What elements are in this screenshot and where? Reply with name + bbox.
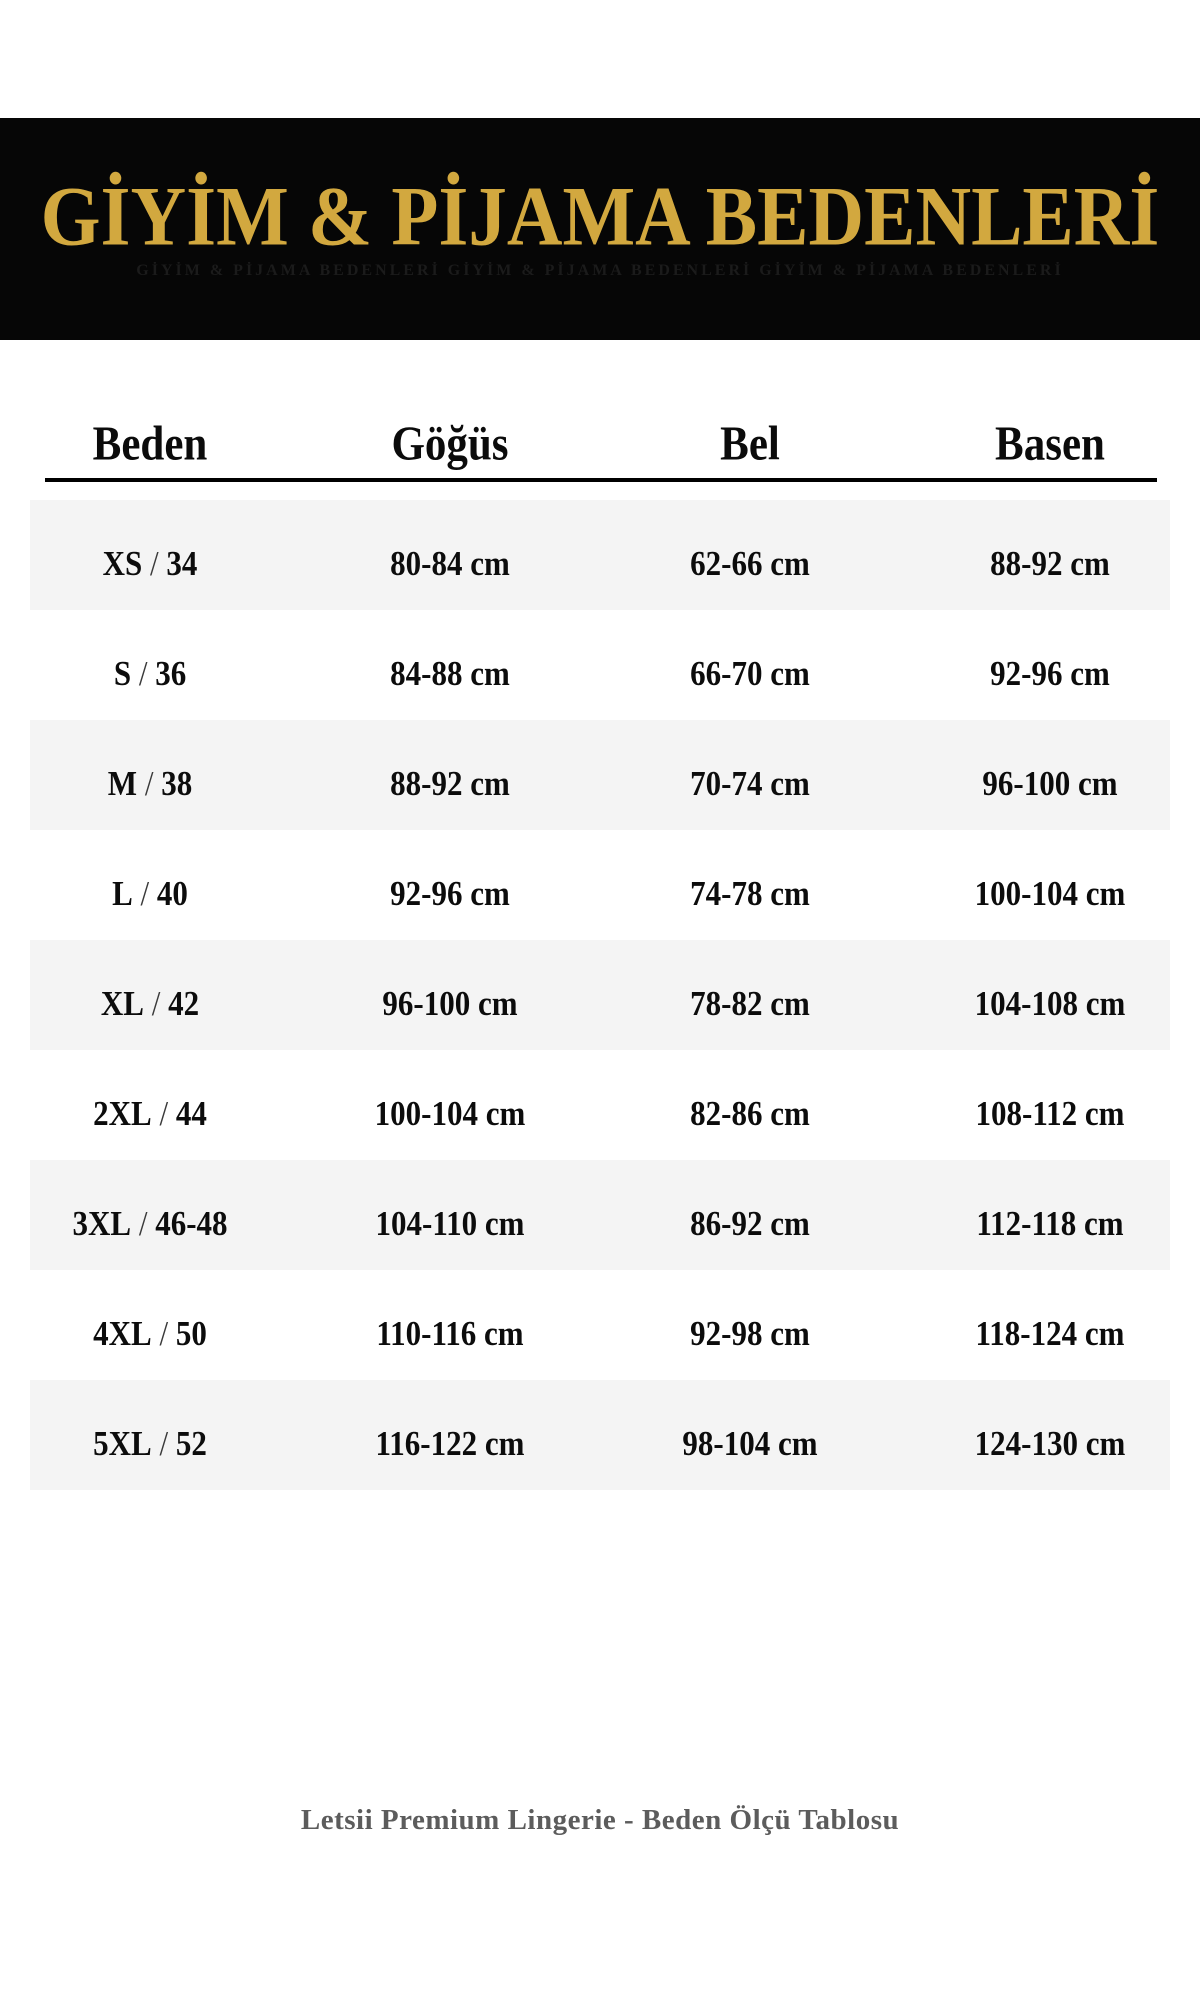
waist-cell: 98-104 cm <box>682 1423 818 1464</box>
chest-cell: 100-104 cm <box>374 1093 526 1134</box>
size-table-body: XS / 34 80-84 cm 62-66 cm 88-92 cm S / 3… <box>0 500 1200 1490</box>
table-row: 4XL / 50 110-116 cm 92-98 cm 118-124 cm <box>0 1270 1200 1380</box>
table-row: S / 36 84-88 cm 66-70 cm 92-96 cm <box>0 610 1200 720</box>
size-cell: 5XL / 52 <box>93 1423 207 1464</box>
title-ghost-text: GİYİM & PİJAMA BEDENLERİ GİYİM & PİJAMA … <box>136 262 1064 279</box>
column-header-2: Bel <box>720 417 780 471</box>
table-row: L / 40 92-96 cm 74-78 cm 100-104 cm <box>0 830 1200 940</box>
hip-cell: 118-124 cm <box>975 1313 1125 1354</box>
hip-cell: 92-96 cm <box>990 653 1110 694</box>
size-cell: 3XL / 46-48 <box>72 1203 228 1244</box>
table-row: 3XL / 46-48 104-110 cm 86-92 cm 112-118 … <box>0 1160 1200 1270</box>
table-row: 5XL / 52 116-122 cm 98-104 cm 124-130 cm <box>0 1380 1200 1490</box>
hip-cell: 112-118 cm <box>976 1203 1124 1244</box>
size-cell: L / 40 <box>112 873 188 914</box>
size-cell: 2XL / 44 <box>93 1093 207 1134</box>
column-header-3: Basen <box>995 417 1105 471</box>
chest-cell: 116-122 cm <box>375 1423 525 1464</box>
column-header-0: Beden <box>92 417 208 471</box>
table-row: XL / 42 96-100 cm 78-82 cm 104-108 cm <box>0 940 1200 1050</box>
size-cell: M / 38 <box>107 763 193 804</box>
title-banner: GİYİM & PİJAMA BEDENLERİ GİYİM & PİJAMA … <box>0 118 1200 340</box>
hip-cell: 88-92 cm <box>990 543 1110 584</box>
waist-cell: 86-92 cm <box>690 1203 810 1244</box>
waist-cell: 82-86 cm <box>690 1093 810 1134</box>
column-header-1: Göğüs <box>391 417 509 471</box>
page-title: GİYİM & PİJAMA BEDENLERİ <box>40 168 1160 264</box>
hip-cell: 124-130 cm <box>974 1423 1126 1464</box>
table-row: 2XL / 44 100-104 cm 82-86 cm 108-112 cm <box>0 1050 1200 1160</box>
chest-cell: 104-110 cm <box>375 1203 525 1244</box>
size-cell: XS / 34 <box>102 543 198 584</box>
hip-cell: 104-108 cm <box>974 983 1126 1024</box>
table-row: M / 38 88-92 cm 70-74 cm 96-100 cm <box>0 720 1200 830</box>
chest-cell: 80-84 cm <box>390 543 510 584</box>
waist-cell: 78-82 cm <box>690 983 810 1024</box>
header-divider <box>45 478 1157 482</box>
chest-cell: 84-88 cm <box>390 653 510 694</box>
waist-cell: 74-78 cm <box>690 873 810 914</box>
waist-cell: 66-70 cm <box>690 653 810 694</box>
waist-cell: 92-98 cm <box>690 1313 810 1354</box>
footer-text: Letsii Premium Lingerie - Beden Ölçü Tab… <box>300 1804 900 1836</box>
chest-cell: 96-100 cm <box>382 983 518 1024</box>
table-row: XS / 34 80-84 cm 62-66 cm 88-92 cm <box>0 500 1200 610</box>
size-cell: S / 36 <box>113 653 187 694</box>
hip-cell: 100-104 cm <box>974 873 1126 914</box>
waist-cell: 62-66 cm <box>690 543 810 584</box>
size-cell: 4XL / 50 <box>93 1313 207 1354</box>
hip-cell: 108-112 cm <box>975 1093 1125 1134</box>
hip-cell: 96-100 cm <box>982 763 1118 804</box>
chest-cell: 110-116 cm <box>376 1313 524 1354</box>
size-cell: XL / 42 <box>100 983 200 1024</box>
chest-cell: 88-92 cm <box>390 763 510 804</box>
chest-cell: 92-96 cm <box>390 873 510 914</box>
table-column-headers: Beden Göğüs Bel Basen <box>0 417 1200 471</box>
waist-cell: 70-74 cm <box>690 763 810 804</box>
